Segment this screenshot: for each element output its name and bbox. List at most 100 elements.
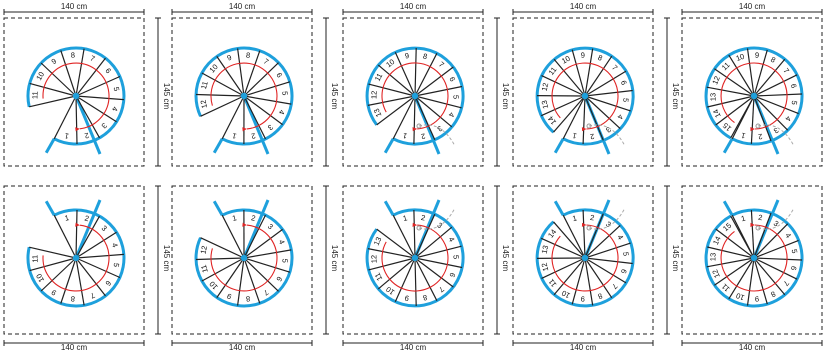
outer-rail — [26, 46, 126, 146]
step-number: 3 — [772, 126, 780, 136]
step-number: 6 — [447, 75, 457, 82]
step-number: 2 — [250, 213, 256, 223]
step-number: 11 — [199, 264, 210, 274]
center-post — [750, 254, 758, 262]
step-number: 6 — [274, 275, 284, 283]
step-number: 14 — [711, 235, 723, 246]
step-number: 14 — [711, 108, 723, 119]
entry-rail — [553, 138, 565, 154]
panel-frame — [342, 17, 484, 167]
center-post — [411, 92, 419, 100]
overlap-guide — [588, 207, 626, 230]
step-number: 13 — [708, 93, 717, 101]
width-label: 140 cm — [400, 343, 427, 350]
tread-line — [216, 56, 245, 97]
entry-rail — [722, 200, 734, 216]
tread-line — [414, 95, 453, 128]
tread-line — [584, 95, 621, 130]
step-number: 1 — [64, 131, 70, 141]
step-number: 9 — [755, 294, 760, 303]
step-number: 5 — [112, 86, 122, 92]
tread-line — [75, 95, 124, 101]
tread-line — [753, 257, 768, 305]
step-number: 7 — [781, 279, 791, 288]
walkline — [210, 62, 278, 130]
tread-line — [730, 215, 755, 259]
tread-line — [414, 245, 462, 259]
landing-rail — [74, 199, 102, 259]
entry-rail — [212, 138, 224, 154]
walkline-arrow — [242, 127, 247, 132]
step-number: 1 — [571, 131, 577, 141]
step-number: 4 — [110, 106, 120, 113]
tread-line — [706, 86, 755, 97]
step-number: 9 — [404, 293, 410, 303]
step-number: 2 — [84, 214, 90, 224]
overlap-node — [416, 123, 422, 129]
step-number: 7 — [262, 57, 270, 67]
walkline-arrow — [75, 127, 80, 132]
tread-line — [715, 228, 755, 259]
walkline-arrow — [581, 222, 587, 227]
step-number: 2 — [758, 132, 764, 142]
tread-line — [414, 214, 436, 259]
step-number: 5 — [621, 98, 630, 103]
tread-line — [243, 257, 291, 273]
tread-line — [243, 95, 267, 140]
height-label: 145 cm — [162, 83, 171, 110]
step-number: 8 — [596, 53, 603, 63]
tread-line — [201, 257, 245, 282]
tread-line — [750, 95, 755, 144]
step-number: 2 — [84, 131, 90, 141]
tread-line — [753, 49, 768, 97]
center-post — [581, 92, 589, 100]
tread-line — [414, 66, 454, 97]
step-number: 12 — [710, 75, 722, 86]
landing-rail — [242, 199, 270, 259]
tread-line — [367, 95, 416, 106]
step-number: 9 — [226, 53, 233, 63]
landing-rail — [242, 95, 270, 155]
panel-frame — [512, 17, 654, 167]
step-number: 12 — [540, 262, 551, 272]
tread-line — [368, 257, 416, 271]
tread-line — [195, 93, 245, 97]
step-number: 3 — [772, 219, 780, 229]
step-number: 12 — [199, 245, 210, 255]
tread-line — [243, 257, 261, 304]
panel-frame — [171, 185, 313, 335]
walkline-arrow — [750, 222, 755, 227]
width-label: 140 cm — [570, 343, 597, 350]
width-label: 140 cm — [400, 2, 427, 11]
tread-line — [75, 257, 85, 306]
panel-frame — [681, 17, 823, 167]
height-label: 145 cm — [671, 83, 680, 110]
step-number: 13 — [540, 244, 551, 254]
step-number: 9 — [226, 291, 233, 301]
step-number: 13 — [708, 253, 717, 261]
tread-line — [201, 72, 245, 97]
tread-line — [53, 214, 77, 259]
step-number: 11 — [720, 60, 732, 72]
panel-frame — [171, 17, 313, 167]
tread-line — [414, 226, 453, 259]
walkline-arrow — [242, 222, 247, 227]
step-number: 7 — [781, 66, 791, 75]
step-number: 9 — [580, 294, 585, 303]
step-number: 3 — [100, 223, 109, 232]
step-number: 8 — [769, 55, 777, 65]
step-number: 8 — [596, 291, 603, 301]
tread-line — [200, 237, 245, 259]
tread-line — [377, 64, 416, 97]
tread-line — [75, 95, 78, 145]
tread-line — [582, 209, 586, 259]
tread-line — [753, 58, 786, 97]
step-number: 5 — [621, 251, 630, 256]
tread-line — [706, 257, 755, 268]
step-number: 1 — [64, 213, 70, 223]
tread-line — [75, 257, 106, 297]
center-post — [750, 92, 758, 100]
